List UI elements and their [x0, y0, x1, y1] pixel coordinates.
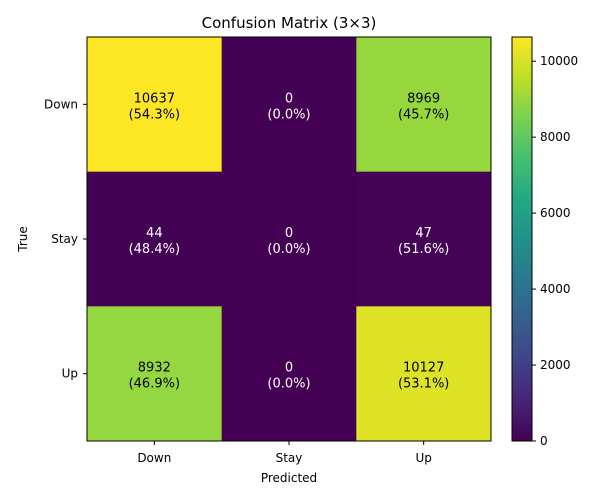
colorbar-tick-label: 6000 [540, 206, 571, 220]
cell-value-label: 0 [285, 91, 293, 106]
x-axis-ticks: Down Stay Up [137, 441, 432, 465]
cell-value-label: 47 [415, 226, 432, 241]
colorbar-tick-label: 0 [540, 434, 548, 448]
cell-value-label: 10127 [403, 361, 444, 376]
cell-percent-label: (0.0%) [267, 242, 310, 257]
heatmap-cell [87, 37, 223, 173]
colorbar-tick-label: 10000 [540, 54, 578, 68]
heatmap-cell-labels: 10637(54.3%)0(0.0%)8969(45.7%)44(48.4%)0… [129, 91, 450, 391]
cell-value-label: 10637 [134, 91, 175, 106]
colorbar [511, 36, 533, 442]
heatmap-cell [221, 306, 357, 442]
cell-value-label: 8969 [407, 91, 440, 106]
y-axis-ticks: Down Stay Up [44, 97, 87, 381]
cell-percent-label: (0.0%) [267, 377, 310, 392]
cell-percent-label: (53.1%) [398, 377, 449, 392]
heatmap-cells [87, 37, 492, 442]
heatmap-cell [87, 171, 223, 307]
heatmap-cell [221, 171, 357, 307]
cell-value-label: 0 [285, 361, 293, 376]
cell-percent-label: (48.4%) [129, 242, 180, 257]
colorbar-ticks: 0 2000 4000 6000 8000 10000 [532, 54, 578, 448]
y-tick-label: Stay [51, 232, 78, 246]
cell-percent-label: (0.0%) [267, 107, 310, 122]
y-axis-label: True [16, 226, 30, 253]
cell-value-label: 8932 [138, 361, 171, 376]
x-axis-label: Predicted [261, 471, 317, 485]
heatmap-cell [356, 306, 492, 442]
cell-percent-label: (54.3%) [129, 107, 180, 122]
cell-percent-label: (46.9%) [129, 377, 180, 392]
chart-title: Confusion Matrix (3×3) [202, 14, 377, 32]
heatmap-cell [221, 37, 357, 173]
x-tick-label: Up [415, 451, 431, 465]
cell-value-label: 44 [146, 226, 163, 241]
heatmap-cell [87, 306, 223, 442]
colorbar-tick-label: 8000 [540, 130, 571, 144]
x-tick-label: Down [137, 451, 171, 465]
cell-percent-label: (51.6%) [398, 242, 449, 257]
colorbar-tick-label: 2000 [540, 358, 571, 372]
cell-percent-label: (45.7%) [398, 107, 449, 122]
heatmap-cell [356, 37, 492, 173]
y-tick-label: Up [62, 367, 78, 381]
x-tick-label: Stay [276, 451, 303, 465]
colorbar-tick-label: 4000 [540, 282, 571, 296]
heatmap-cell [356, 171, 492, 307]
y-tick-label: Down [44, 97, 78, 111]
cell-value-label: 0 [285, 226, 293, 241]
